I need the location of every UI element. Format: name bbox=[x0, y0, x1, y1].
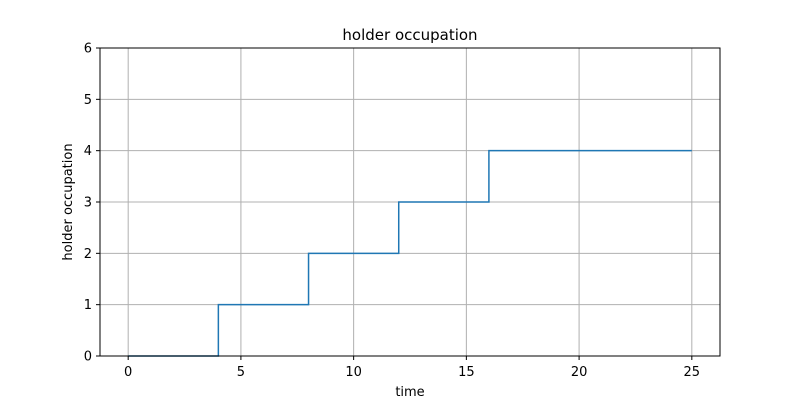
chart-title: holder occupation bbox=[342, 26, 477, 44]
x-tick-label: 10 bbox=[345, 365, 362, 380]
y-tick-label: 3 bbox=[84, 196, 92, 211]
y-axis-label: holder occupation bbox=[61, 143, 76, 260]
y-tick-label: 4 bbox=[84, 144, 92, 159]
series-step-line bbox=[128, 149, 692, 357]
x-tick-label: 5 bbox=[237, 365, 245, 380]
x-tick-label: 20 bbox=[571, 365, 588, 380]
y-tick-label: 6 bbox=[84, 42, 92, 57]
y-tick-label: 5 bbox=[84, 93, 92, 108]
y-tick-label: 2 bbox=[84, 247, 92, 262]
x-tick-label: 15 bbox=[458, 365, 475, 380]
y-tick-label: 1 bbox=[84, 298, 92, 313]
tick-layer: 0 5 10 15 20 25 0 1 2 3 4 5 6 bbox=[84, 42, 700, 381]
y-tick-label: 0 bbox=[84, 350, 92, 365]
x-tick-label: 0 bbox=[124, 365, 132, 380]
series-layer bbox=[128, 149, 692, 357]
x-tick-label: 25 bbox=[684, 365, 701, 380]
x-axis-label: time bbox=[395, 385, 424, 400]
